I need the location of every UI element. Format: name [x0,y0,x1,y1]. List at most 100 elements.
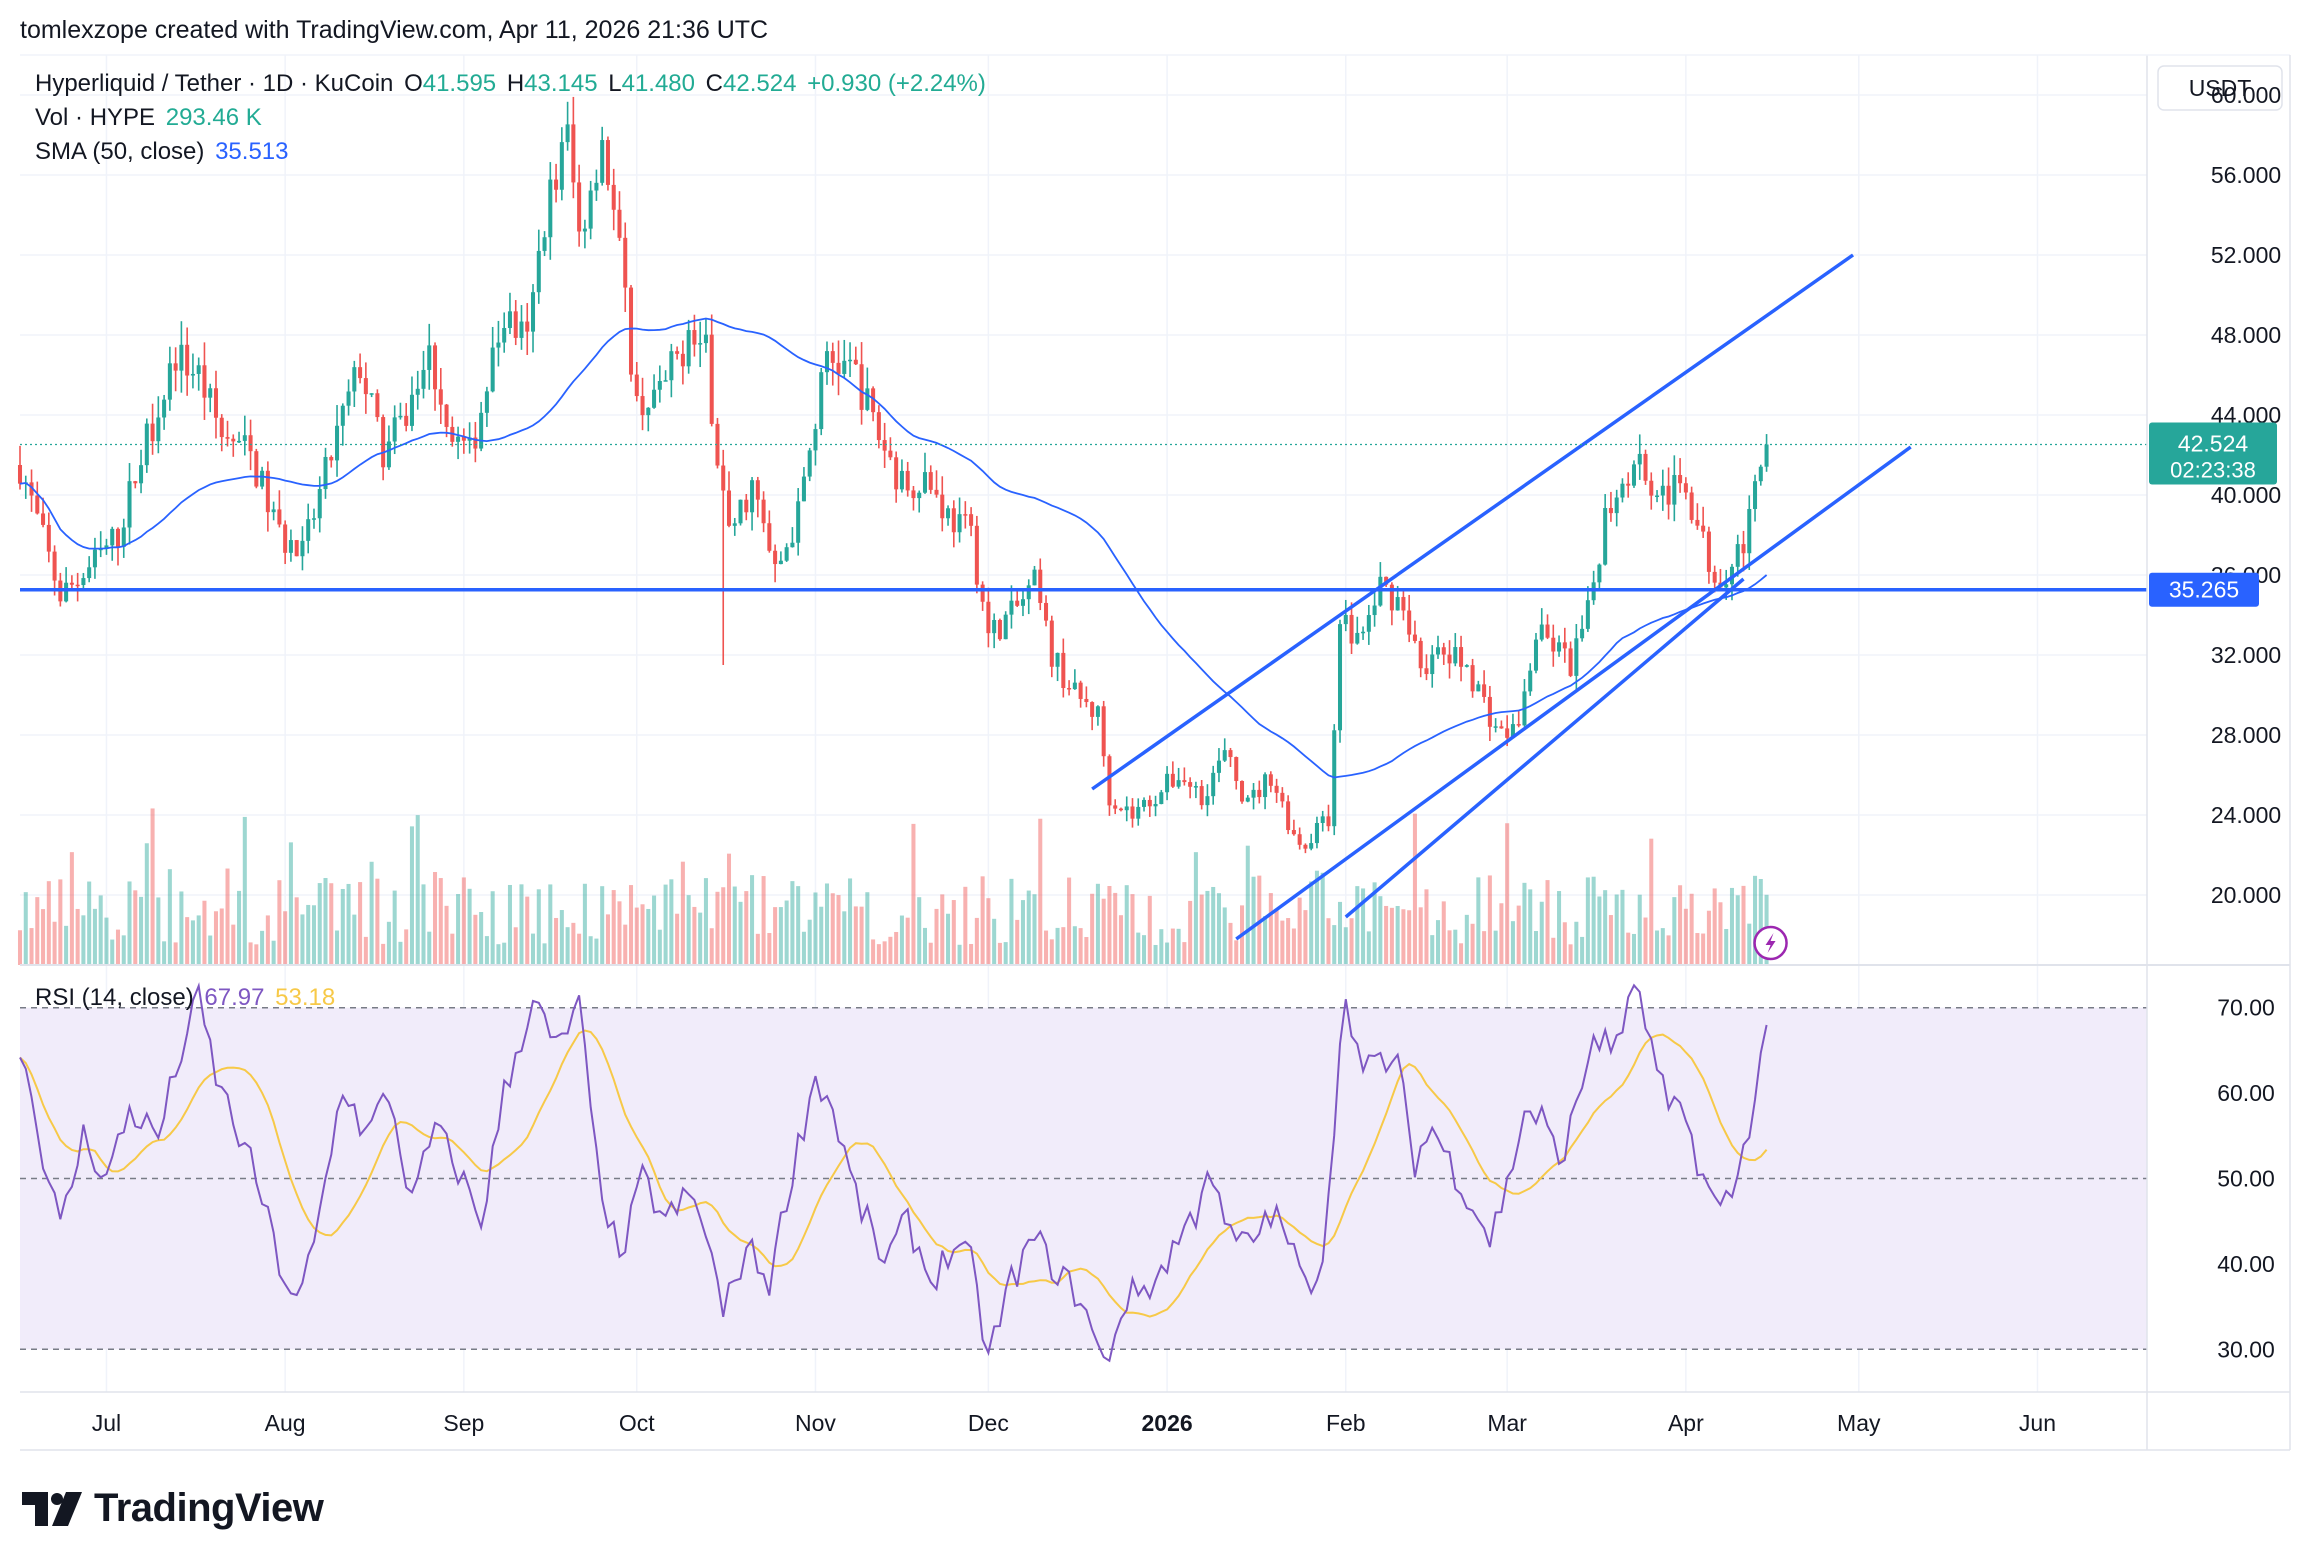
volume-bar [64,925,69,965]
volume-bar [917,897,922,965]
volume-bar [185,917,190,965]
volume-bar [254,944,259,965]
support-level-text: 35.265 [2169,577,2239,603]
volume-bar [657,929,662,965]
price-tick-label: 40.000 [2211,482,2281,508]
candle-body [242,435,247,441]
volume-bar [1614,894,1619,965]
volume-bar [894,931,899,965]
volume-bar [1516,905,1521,965]
volume-bar [732,886,737,965]
candle-body [167,363,172,400]
candle-body [1689,492,1694,520]
candle-body [565,124,570,143]
volume-bar [1539,901,1544,965]
volume-bar [1355,886,1360,965]
volume-bar [1170,928,1175,965]
candle-body [219,417,224,438]
volume-bar [421,884,426,965]
candle-body [179,344,184,371]
candle-body [1482,684,1487,697]
candle-body [265,470,270,513]
volume-bar [963,886,968,965]
volume-bar [1009,878,1014,965]
volume-bar [807,919,812,965]
candle-body [139,465,144,484]
candle-body [1084,698,1089,703]
candle-body [796,501,801,543]
candle-body [1395,597,1400,611]
volume-bar [611,890,616,965]
volume-bar [778,907,783,965]
volume-label: Vol · HYPE [35,104,156,131]
candle-body [1597,564,1602,583]
volume-bar [17,930,23,965]
volume-bar [796,886,801,965]
candle-body [1090,702,1095,717]
candle-body [1309,843,1314,849]
candle-body [594,182,599,191]
candle-body [340,405,345,426]
candle-body [969,514,974,526]
volume-bar [554,917,559,965]
volume-bar [1142,935,1147,965]
candle-body [801,476,806,502]
candle-body [525,321,530,332]
candle-body [1136,806,1141,819]
candle-body [611,184,616,210]
volume-bar [1303,910,1308,965]
volume-bar [652,895,657,965]
volume-bar [1067,877,1072,965]
candle-body [1199,786,1204,806]
volume-value: 293.46 K [165,104,262,131]
time-tick-label: Sep [443,1410,484,1436]
candle-body [283,524,288,553]
time-tick-label: Feb [1326,1410,1366,1436]
candle-body [1643,453,1648,481]
volume-bar [1038,818,1043,965]
trendlines [20,253,2147,941]
volume-bar [196,915,201,965]
candle-body [1113,805,1118,809]
volume-bar [202,900,207,965]
candle-body [1182,780,1187,783]
candle-body [1626,483,1631,486]
volume-bar [467,888,472,965]
volume-bar [507,884,512,965]
volume-bar [208,935,213,965]
candle-body [1303,844,1308,849]
volume-bar [1026,890,1031,965]
time-tick-label: Aug [265,1410,306,1436]
volume-bar [92,908,97,965]
volume-bar [1124,885,1129,965]
volume-bar [899,915,904,965]
candle-body [536,250,541,293]
candle-body [1551,637,1556,652]
tradingview-logo[interactable]: TradingView [22,1486,324,1531]
candle-body [640,396,645,416]
symbol-legend: Hyperliquid / Tether · 1D · KuCoin O41.5… [35,70,990,98]
volume-bar [594,938,599,965]
volume-bar [1280,920,1285,965]
candle-body [882,440,887,451]
lightning-bolt-icon [1765,933,1776,953]
candle-body [646,407,651,416]
candle-body [1562,642,1567,649]
price-tick-label: 28.000 [2211,722,2281,748]
volume-bar [121,935,126,965]
candle-body [421,369,426,389]
candle-body [317,489,322,519]
volume-bar [709,928,714,965]
volume-bar [986,898,991,965]
volume-bar [940,894,945,965]
volume-bar [773,907,778,965]
volume-bar [1343,927,1348,965]
candle-body [121,527,126,547]
candle-body [1268,774,1273,786]
volume-bar [1487,875,1492,965]
volume-bar [1147,895,1152,965]
sma-line [19,317,1768,779]
candle-body [726,490,732,526]
volume-bar [41,909,46,965]
volume-bar [1447,930,1452,965]
